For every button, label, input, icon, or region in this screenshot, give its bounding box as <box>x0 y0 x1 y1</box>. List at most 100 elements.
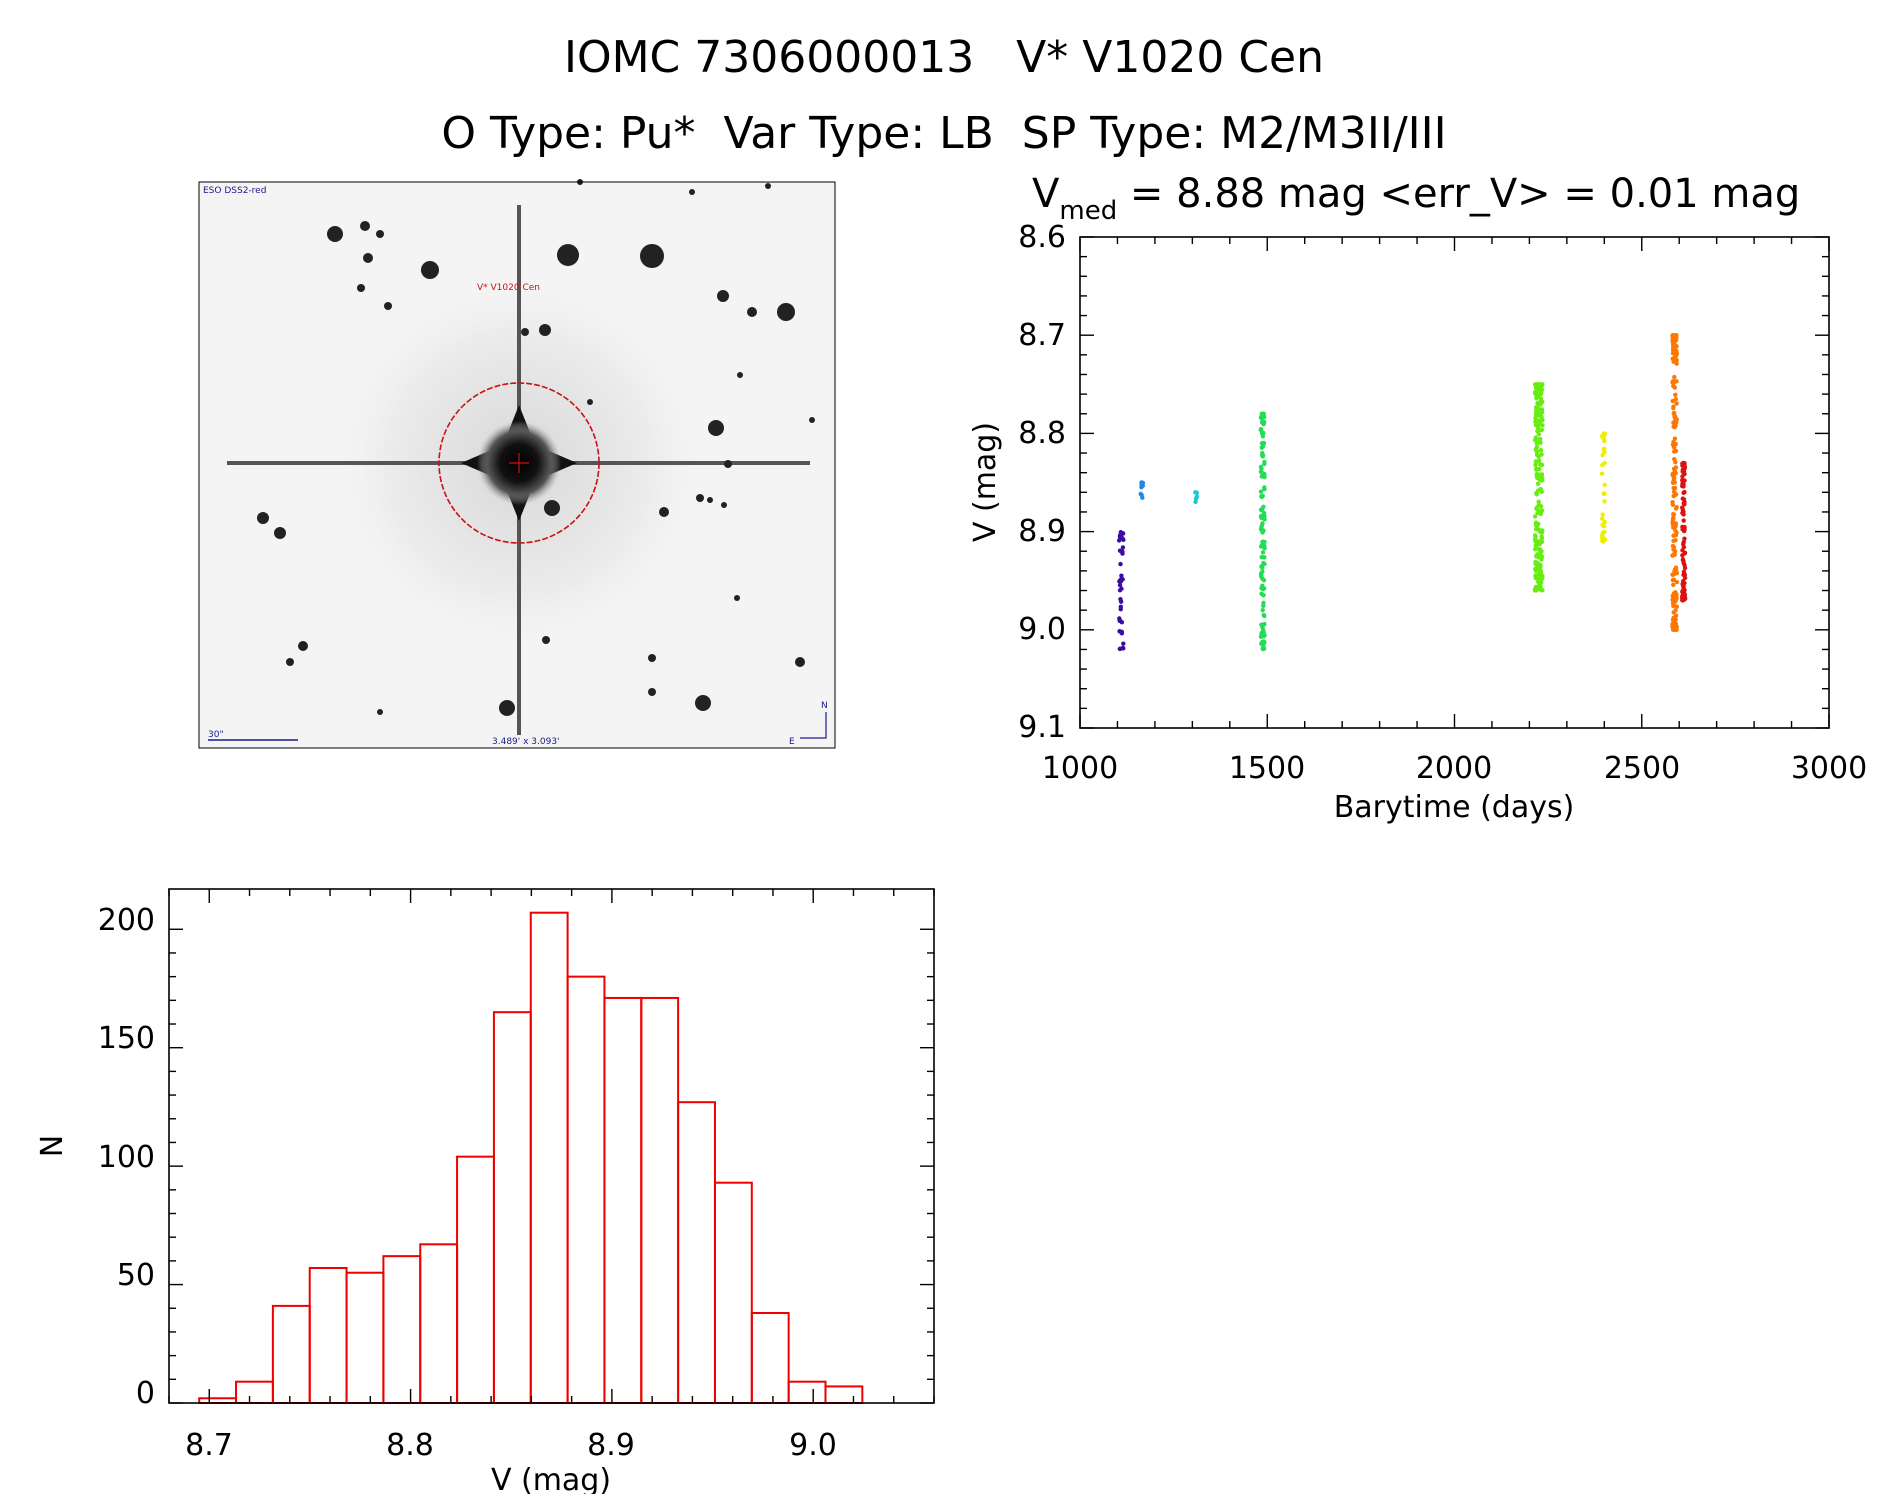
lightcurve-point-season1 <box>1118 561 1123 567</box>
lightcurve-point-season5 <box>1536 432 1542 437</box>
lightcurve-point-season8 <box>1681 509 1686 515</box>
histogram-xlabel: V (mag) <box>491 1463 611 1494</box>
lightcurve-chart: Vmed = 8.88 mag <err_V> = 0.01 mag 1000 … <box>968 171 1867 825</box>
lightcurve-point-season8 <box>1682 464 1688 469</box>
lightcurve-point-season8 <box>1680 474 1685 479</box>
lightcurve-point-season5 <box>1534 466 1539 471</box>
lightcurve-point-season5 <box>1533 462 1538 468</box>
lightcurve-point-season5 <box>1539 554 1545 559</box>
lightcurve-point-season7 <box>1671 594 1676 600</box>
finder-border <box>198 181 836 749</box>
lightcurve-point-season1 <box>1119 573 1124 578</box>
compass-arrow <box>800 712 827 739</box>
lightcurve-point-season5 <box>1535 510 1540 516</box>
lightcurve-point-season7 <box>1671 577 1677 582</box>
lightcurve-point-season1 <box>1118 530 1124 535</box>
lightcurve-point-season1 <box>1118 579 1124 584</box>
lightcurve-point-season6 <box>1601 491 1606 496</box>
histogram-bar <box>787 1380 827 1404</box>
histogram-bar <box>677 1101 716 1404</box>
lightcurve-point-season5 <box>1537 548 1543 553</box>
lightcurve-point-season5 <box>1540 417 1545 423</box>
lightcurve-point-season4 <box>1258 544 1264 549</box>
lightcurve-point-season4 <box>1260 434 1266 439</box>
lightcurve-point-season4 <box>1260 444 1266 449</box>
lightcurve-point-season4 <box>1262 459 1267 465</box>
lightcurve-point-season4 <box>1258 427 1264 432</box>
lightcurve-point-season5 <box>1533 415 1538 421</box>
histogram-bar <box>271 1304 311 1404</box>
lightcurve-point-season5 <box>1533 543 1539 548</box>
lightcurve-point-season4 <box>1258 514 1264 519</box>
lightcurve-point-season7 <box>1674 530 1679 535</box>
lightcurve-point-season7 <box>1672 552 1677 557</box>
lightcurve-point-season6 <box>1601 437 1607 442</box>
lightcurve-point-season5 <box>1533 412 1539 417</box>
lightcurve-point-season6 <box>1602 482 1607 488</box>
lightcurve-point-season4 <box>1261 634 1266 639</box>
lightcurve-point-season7 <box>1670 499 1675 505</box>
lightcurve-point-season1 <box>1120 545 1126 550</box>
lightcurve-point-season4 <box>1259 466 1264 471</box>
lightcurve-point-season5 <box>1538 569 1543 575</box>
lightcurve-point-season4 <box>1259 420 1265 425</box>
target-circle <box>438 382 600 544</box>
lightcurve-ytick-9.0: 9.0 <box>1018 612 1066 647</box>
histogram-ytick-100: 100 <box>98 1140 155 1175</box>
lightcurve-point-season8 <box>1681 583 1686 589</box>
lightcurve-point-season5 <box>1539 508 1545 513</box>
lightcurve-point-season7 <box>1670 442 1676 447</box>
lightcurve-point-season6 <box>1600 462 1605 468</box>
lightcurve-point-season1 <box>1119 620 1125 625</box>
lightcurve-ytick-8.7: 8.7 <box>1018 318 1066 353</box>
header-line1: IOMC 7306000013 V* V1020 Cen <box>564 32 1324 83</box>
lightcurve-point-season7 <box>1674 579 1680 585</box>
lightcurve-point-season6 <box>1600 522 1605 527</box>
lightcurve-point-season7 <box>1672 385 1678 390</box>
lightcurve-point-season8 <box>1681 484 1686 489</box>
histogram-xtick-8.9: 8.9 <box>587 1428 635 1463</box>
lightcurve-point-season7 <box>1673 492 1679 497</box>
lightcurve-point-season7 <box>1673 565 1679 570</box>
lightcurve-point-season7 <box>1671 582 1676 587</box>
lightcurve-point-season4 <box>1260 627 1266 633</box>
lightcurve-point-season8 <box>1681 544 1687 550</box>
lightcurve-point-season1 <box>1120 645 1126 651</box>
lightcurve-point-season4 <box>1258 489 1264 494</box>
histogram-bar <box>382 1255 422 1404</box>
lightcurve-point-season4 <box>1259 494 1264 500</box>
lightcurve-ylabel: V (mag) <box>968 422 1003 542</box>
lightcurve-point-season6 <box>1601 529 1606 535</box>
histogram-bar <box>824 1385 864 1404</box>
lightcurve-point-season5 <box>1536 418 1541 423</box>
lightcurve-plot-area <box>1079 236 1830 729</box>
lightcurve-point-season5 <box>1532 588 1538 593</box>
lightcurve-point-season4 <box>1261 646 1267 651</box>
lightcurve-xtick-1000: 1000 <box>1042 751 1118 786</box>
lightcurve-xtick-2000: 2000 <box>1416 751 1492 786</box>
lightcurve-point-season8 <box>1681 460 1686 466</box>
lightcurve-point-season4 <box>1262 546 1267 551</box>
lightcurve-point-season3 <box>1193 490 1198 495</box>
lightcurve-point-season5 <box>1536 458 1542 463</box>
lightcurve-point-season8 <box>1682 501 1687 507</box>
histogram-plot-area <box>168 888 935 1404</box>
lightcurve-point-season7 <box>1672 425 1678 430</box>
lightcurve-point-season8 <box>1682 528 1687 534</box>
lightcurve-point-season5 <box>1532 546 1538 552</box>
lightcurve-point-season5 <box>1539 587 1544 592</box>
lightcurve-point-season7 <box>1672 410 1677 416</box>
lightcurve-point-season7 <box>1670 543 1676 549</box>
lightcurve-point-season4 <box>1259 640 1265 645</box>
lightcurve-title-v: V <box>1032 171 1060 217</box>
lightcurve-point-season4 <box>1261 504 1266 509</box>
lightcurve-point-season5 <box>1538 478 1544 483</box>
finder-chart: ESO DSS2-red V* V1020 Cen 30" 3.489' x 3… <box>198 179 836 749</box>
lightcurve-point-season1 <box>1120 549 1125 554</box>
field-stars <box>257 179 815 716</box>
lightcurve-point-season8 <box>1680 598 1686 603</box>
lightcurve-point-season4 <box>1261 593 1266 598</box>
lightcurve-ytick-8.6: 8.6 <box>1018 220 1066 255</box>
lightcurve-point-season4 <box>1262 539 1267 545</box>
